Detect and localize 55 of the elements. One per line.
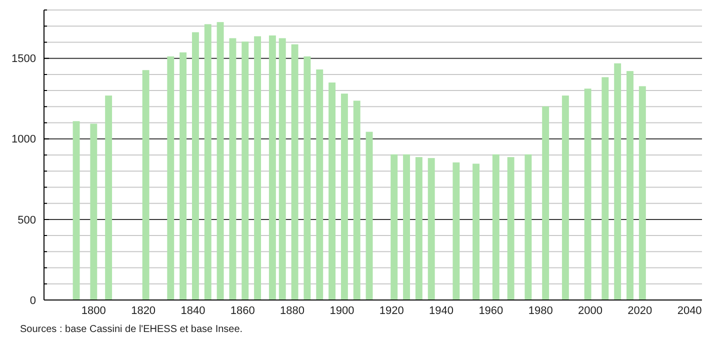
bar	[278, 38, 286, 300]
bar	[204, 24, 212, 300]
x-tick-label: 1960	[478, 305, 504, 317]
bar	[472, 164, 480, 300]
bar	[507, 157, 514, 300]
bar	[492, 154, 500, 300]
bar	[192, 32, 199, 300]
bar	[614, 63, 622, 300]
bar	[602, 77, 609, 300]
bar	[180, 52, 187, 300]
bar	[415, 157, 422, 300]
bar	[638, 86, 646, 300]
bar	[291, 44, 298, 300]
x-tick-label: 2040	[677, 305, 702, 317]
bar	[542, 106, 550, 300]
bar	[304, 56, 311, 300]
bar	[328, 82, 336, 300]
bar	[229, 38, 236, 300]
bar	[268, 35, 276, 300]
x-tick-label: 1820	[131, 305, 156, 317]
x-tick-label: 1800	[81, 305, 106, 317]
source-note: Sources : base Cassini de l'EHESS et base Insee.	[20, 324, 243, 335]
x-tick-label: 1940	[429, 305, 454, 317]
bar	[254, 36, 262, 300]
bar	[428, 158, 435, 300]
bar	[340, 94, 348, 300]
x-tick-label: 1980	[528, 305, 553, 317]
x-tick-label: 1880	[280, 305, 305, 317]
x-tick-label: 1900	[330, 305, 354, 317]
y-tick-label: 500	[18, 214, 36, 226]
y-tick-label: 0	[30, 294, 36, 307]
bar	[72, 121, 80, 300]
bar	[452, 162, 460, 300]
x-tick-label: 1840	[180, 305, 206, 317]
bar	[316, 69, 324, 300]
bar	[626, 71, 634, 300]
bar	[353, 100, 360, 300]
x-tick-label: 1860	[230, 305, 255, 317]
bar	[142, 70, 150, 300]
x-tick-label: 2000	[578, 305, 603, 317]
y-tick-label: 1500	[12, 53, 36, 66]
bar	[167, 56, 174, 300]
y-tick-label: 1000	[12, 134, 36, 146]
bar	[242, 42, 249, 300]
bar	[90, 124, 98, 300]
x-tick-label: 2020	[628, 305, 652, 317]
bar	[584, 88, 592, 300]
bar	[390, 154, 398, 300]
x-tick-label: 1920	[379, 305, 404, 317]
bar	[105, 96, 112, 300]
bar	[562, 96, 569, 300]
bar	[524, 154, 532, 300]
bar	[403, 154, 410, 300]
bar	[216, 22, 224, 300]
bar	[366, 132, 373, 300]
